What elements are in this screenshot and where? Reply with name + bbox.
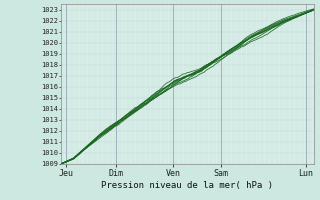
X-axis label: Pression niveau de la mer( hPa ): Pression niveau de la mer( hPa ) — [101, 181, 273, 190]
